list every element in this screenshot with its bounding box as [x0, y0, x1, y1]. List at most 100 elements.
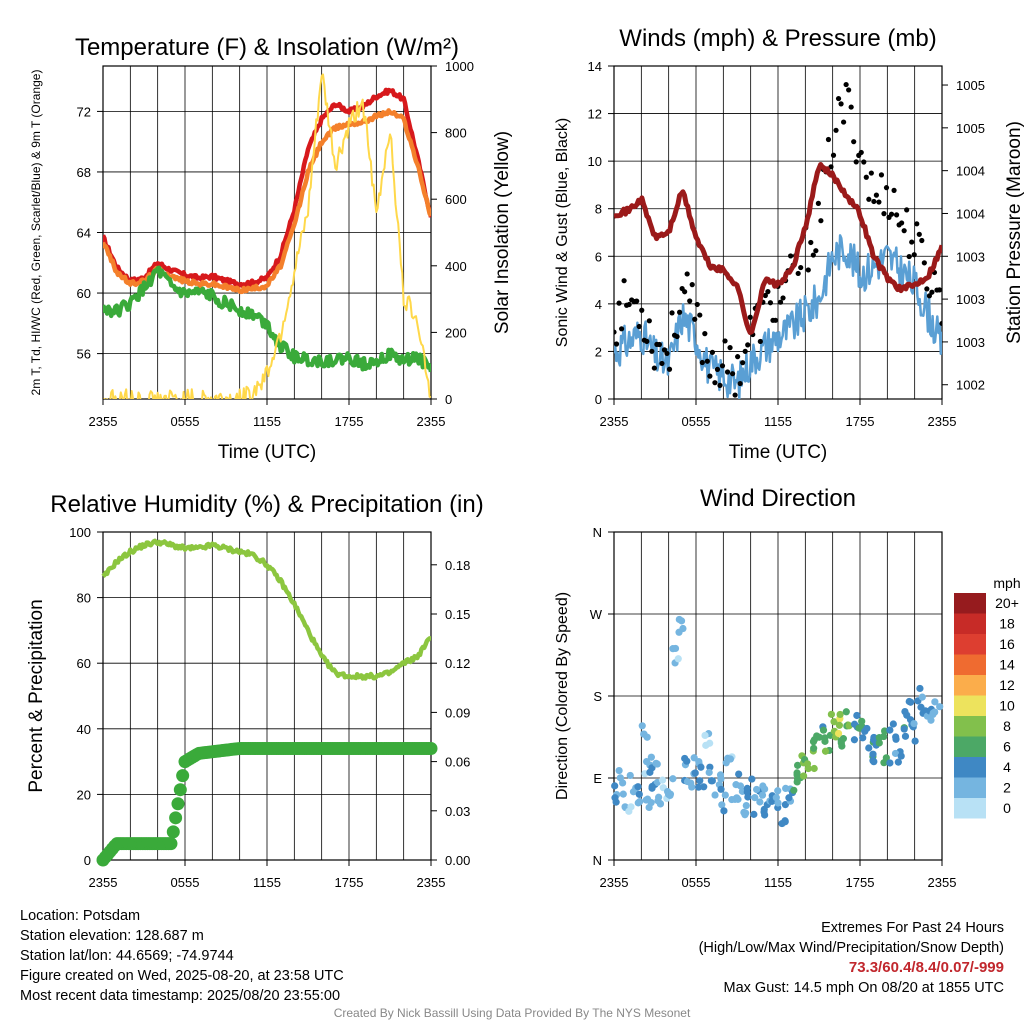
- x-tick-label: 1755: [335, 414, 364, 429]
- direction-point: [929, 709, 937, 717]
- direction-point: [751, 794, 759, 802]
- direction-point: [658, 776, 667, 784]
- legend-swatch: [954, 798, 986, 819]
- direction-point: [626, 771, 634, 780]
- y2-tick-label: 0.03: [445, 804, 470, 819]
- direction-point: [910, 720, 918, 728]
- y-tick-label: 0: [84, 853, 91, 868]
- y2-axis-label: Solar Insolation (Yellow): [492, 131, 513, 334]
- legend-swatch: [954, 716, 986, 737]
- plot-frame: [102, 65, 432, 400]
- recent-data-text: Most recent data timestamp: 2025/08/20 2…: [20, 988, 341, 1004]
- gust-point: [712, 380, 718, 386]
- direction-point: [894, 758, 902, 766]
- direction-point: [897, 752, 905, 760]
- x-tick-label: 2355: [928, 414, 957, 429]
- gust-point: [649, 348, 655, 354]
- direction-point: [892, 733, 900, 741]
- direction-point: [778, 819, 786, 828]
- y2-tick-label: 1005: [956, 121, 985, 136]
- chart-title: Relative Humidity (%) & Precipitation (i…: [50, 491, 483, 518]
- direction-point: [645, 803, 653, 812]
- x-tick-label: 1755: [846, 875, 875, 890]
- direction-point: [627, 803, 635, 811]
- direction-point: [882, 754, 890, 762]
- x-tick-label: 2355: [417, 414, 446, 429]
- direction-point: [870, 733, 878, 742]
- x-tick-label: 2355: [89, 414, 118, 429]
- gust-point: [909, 239, 915, 245]
- direction-point: [695, 758, 703, 766]
- y-tick-label: 64: [77, 226, 91, 241]
- direction-point: [756, 798, 764, 806]
- gust-point: [788, 253, 794, 259]
- direction-point: [674, 655, 682, 663]
- x-tick-label: 0555: [171, 414, 200, 429]
- y2-tick-label: 0.09: [445, 705, 470, 720]
- direction-point: [863, 724, 871, 733]
- gust-point: [939, 320, 942, 327]
- direction-point: [803, 760, 812, 768]
- direction-point: [865, 744, 873, 752]
- direction-point: [761, 811, 769, 819]
- y-tick-label: 0: [595, 392, 602, 407]
- gust-point: [740, 360, 746, 366]
- gust-point: [636, 323, 642, 330]
- gust-point: [878, 172, 885, 178]
- gust-point: [689, 282, 695, 288]
- series-group: [103, 73, 431, 399]
- direction-point: [748, 775, 756, 783]
- y2-tick-label: 0.00: [445, 853, 470, 868]
- y2-tick-label: 0.12: [445, 656, 470, 671]
- direction-point: [718, 801, 726, 809]
- direction-point: [642, 796, 650, 804]
- precip-point: [171, 797, 185, 811]
- gust-point: [891, 187, 897, 194]
- series-group: [614, 81, 942, 399]
- direction-point: [711, 791, 719, 799]
- gust-point: [777, 299, 784, 305]
- direction-point: [821, 747, 830, 755]
- station-info: Location: Potsdam Station elevation: 128…: [20, 906, 344, 1006]
- gust-point: [798, 264, 804, 271]
- gust-point: [881, 211, 887, 217]
- y2-tick-label: 0.15: [445, 607, 470, 622]
- gust-point: [929, 289, 935, 295]
- gust-point: [677, 309, 683, 315]
- gust-point: [835, 95, 842, 102]
- y-axis-label: Percent & Precipitation: [26, 599, 47, 792]
- x-tick-label: 1155: [253, 875, 281, 890]
- gust-point: [825, 136, 832, 143]
- legend-swatch: [954, 777, 986, 798]
- x-tick-label: 0555: [682, 414, 711, 429]
- y2-tick-label: 600: [445, 192, 467, 207]
- gust-point: [614, 341, 620, 347]
- y2-tick-label: 1004: [956, 206, 985, 221]
- direction-point: [687, 779, 695, 787]
- panel-2: 0 2 4 6 8 10 12 14 2355 0555 1155 1755 2355 Winds (mp…: [554, 25, 1024, 463]
- x-tick-label: 2355: [417, 875, 446, 890]
- gust-point: [687, 298, 693, 304]
- direction-point: [850, 736, 859, 744]
- y-tick-label: N: [593, 525, 602, 540]
- direction-point: [744, 793, 752, 801]
- y-tick-label: 4: [595, 297, 602, 312]
- series-line-4: [103, 73, 431, 399]
- y-tick-label: 80: [77, 591, 91, 606]
- direction-point: [611, 782, 619, 790]
- gust-point: [651, 365, 657, 371]
- gust-point: [914, 221, 920, 227]
- gust-point: [614, 329, 617, 335]
- direction-point: [891, 749, 900, 758]
- y-tick-label: 12: [588, 107, 602, 122]
- direction-point: [706, 763, 714, 771]
- y2-tick-label: 400: [445, 259, 467, 274]
- direction-point: [735, 770, 743, 778]
- direction-point: [717, 785, 725, 793]
- gust-point: [899, 220, 905, 226]
- direction-point: [918, 693, 926, 701]
- direction-point: [821, 737, 829, 745]
- gust-point: [851, 139, 857, 145]
- gust-point: [669, 310, 675, 316]
- direction-point: [901, 732, 910, 740]
